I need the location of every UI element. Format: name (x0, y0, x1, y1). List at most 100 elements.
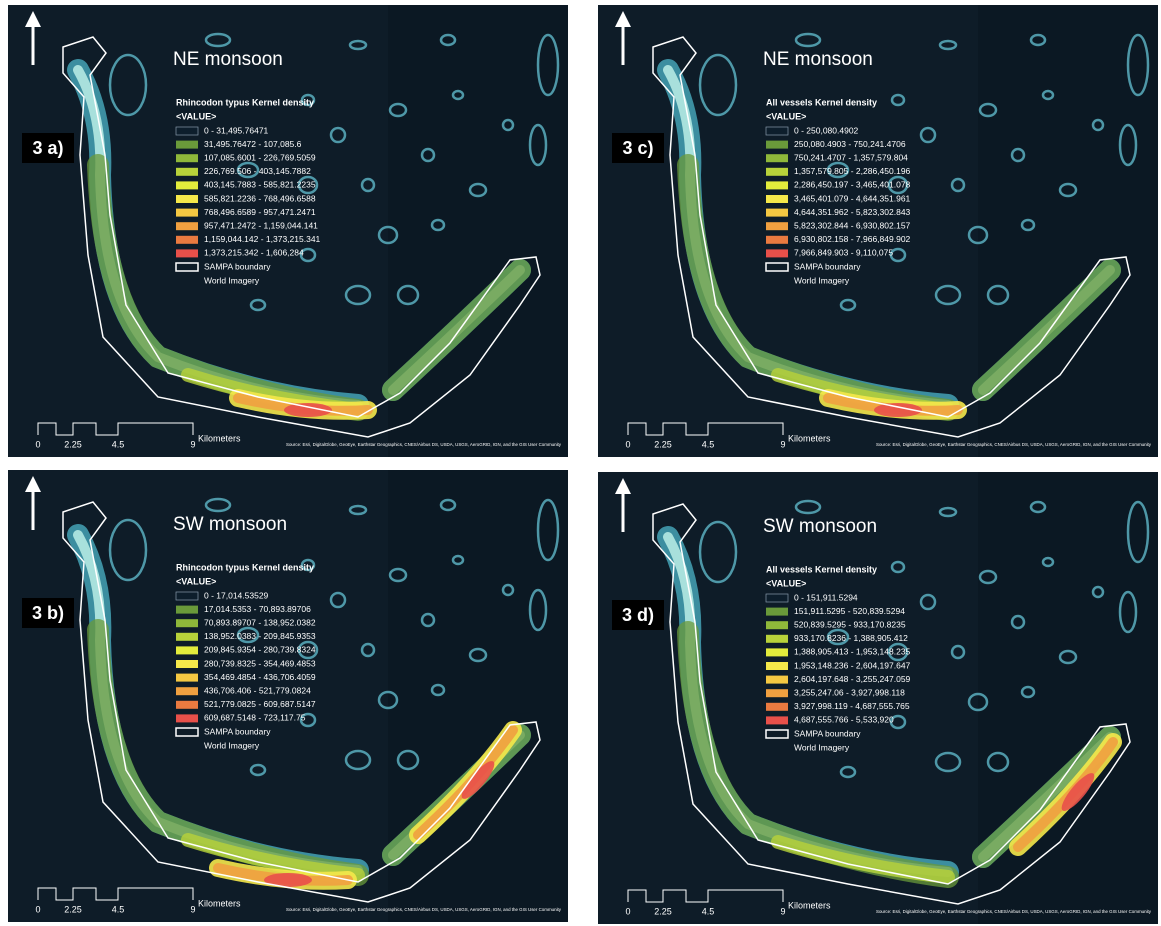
legend-item: 1,953,148.236 - 2,604,197.647 (794, 660, 911, 670)
legend-swatch (766, 127, 788, 135)
legend-swatch (176, 127, 198, 135)
legend-item: 0 - 17,014.53529 (204, 590, 269, 600)
legend-swatch (176, 222, 198, 230)
scale-label: 2.25 (654, 906, 672, 916)
legend-item: 957,471.2472 - 1,159,044.141 (204, 220, 318, 230)
legend-item: World Imagery (204, 275, 260, 285)
scale-label: 0 (35, 439, 40, 449)
attribution: Source: Esri, DigitalGlobe, GeoEye, Eart… (876, 442, 1152, 447)
legend-swatch (766, 716, 788, 724)
legend-item: 138,952.0383 - 209,845.9353 (204, 631, 316, 641)
scale-label: 9 (780, 906, 785, 916)
scale-unit: Kilometers (788, 433, 831, 443)
legend-swatch (176, 646, 198, 654)
legend-swatch (766, 249, 788, 257)
scale-label: 0 (35, 904, 40, 914)
legend-item: 3,927,998.119 - 4,687,555.765 (794, 701, 910, 711)
legend-item: 3,465,401.079 - 4,644,351.961 (794, 193, 911, 203)
legend-item: 1,357,579.805 - 2,286,450.196 (794, 166, 911, 176)
legend-item: 1,159,044.142 - 1,373,215.341 (204, 234, 321, 244)
legend-item: 520,839.5295 - 933,170.8235 (794, 619, 906, 629)
legend-item: 226,769.506 - 403,145.7882 (204, 166, 311, 176)
legend-swatch (766, 141, 788, 149)
legend-swatch (176, 141, 198, 149)
legend-swatch (176, 209, 198, 217)
map-title: NE monsoon (763, 49, 873, 70)
legend-swatch (766, 662, 788, 670)
legend-item: 609,687.5148 - 723,117.75 (204, 713, 306, 723)
legend-swatch (766, 594, 788, 602)
legend-item: 933,170.8236 - 1,388,905.412 (794, 633, 908, 643)
panel-label: 3 a) (32, 138, 63, 158)
scale-label: 4.5 (702, 906, 715, 916)
legend-swatch (176, 660, 198, 668)
legend-item: 4,687,555.766 - 5,533,920 (794, 715, 894, 725)
map-title: NE monsoon (173, 49, 283, 70)
legend-item: SAMPA boundary (204, 726, 271, 736)
legend-item: 0 - 151,911.5294 (794, 592, 858, 602)
legend-item: SAMPA boundary (204, 261, 271, 271)
legend-swatch (766, 195, 788, 203)
attribution: Source: Esri, DigitalGlobe, GeoEye, Eart… (876, 909, 1152, 914)
panel-label: 3 c) (622, 138, 653, 158)
legend-item: 521,779.0825 - 609,687.5147 (204, 699, 316, 709)
legend-item: 209,845.9354 - 280,739.8324 (204, 645, 316, 655)
legend-item: 354,469.4854 - 436,706.4059 (204, 672, 316, 682)
legend-item: 585,821.2236 - 768,496.6588 (204, 193, 316, 203)
legend-item: 436,706.406 - 521,779.0824 (204, 685, 311, 695)
legend-swatch (766, 236, 788, 244)
legend-swatch (766, 621, 788, 629)
legend-item: 280,739.8325 - 354,469.4853 (204, 658, 316, 668)
scale-label: 2.25 (64, 904, 82, 914)
legend-swatch (176, 687, 198, 695)
legend-swatch (176, 249, 198, 257)
legend-item: 768,496.6589 - 957,471.2471 (204, 207, 316, 217)
imagery-deep (978, 5, 1158, 457)
legend-swatch (176, 674, 198, 682)
legend-item: 70,893.89707 - 138,952.0382 (204, 617, 316, 627)
legend-title: All vessels Kernel density (766, 97, 877, 107)
legend-swatch (176, 181, 198, 189)
legend-swatch (766, 676, 788, 684)
imagery-deep (388, 470, 568, 922)
scale-label: 2.25 (64, 439, 82, 449)
scale-label: 9 (780, 439, 785, 449)
legend-swatch (176, 592, 198, 600)
legend-item: 4,644,351.962 - 5,823,302.843 (794, 207, 911, 217)
legend-item: SAMPA boundary (794, 728, 861, 738)
scale-label: 9 (190, 904, 195, 914)
legend-swatch (176, 195, 198, 203)
scale-unit: Kilometers (788, 900, 831, 910)
legend-swatch (766, 222, 788, 230)
legend-item: SAMPA boundary (794, 261, 861, 271)
scale-label: 9 (190, 439, 195, 449)
map-title: SW monsoon (173, 514, 287, 535)
legend-item: World Imagery (794, 742, 850, 752)
imagery-deep (978, 472, 1158, 924)
legend-item: 7,966,849.903 - 9,110,075 (794, 248, 893, 258)
map-title: SW monsoon (763, 516, 877, 537)
legend-swatch (766, 154, 788, 162)
legend-swatch (766, 689, 788, 697)
legend-item: 2,286,450.197 - 3,465,401.078 (794, 180, 911, 190)
legend-swatch (176, 633, 198, 641)
legend-item: 3,255,247.06 - 3,927,998.118 (794, 687, 905, 697)
legend-swatch (176, 714, 198, 722)
legend-field: <VALUE> (766, 111, 806, 121)
page: { "legend_colors": ["#0d1e2c", "#6a9a3a"… (0, 0, 1161, 926)
legend-item: 1,373,215.342 - 1,606,284 (204, 248, 304, 258)
legend-title: Rhincodon typus Kernel density (176, 97, 314, 107)
panel-label: 3 b) (32, 603, 64, 623)
legend-swatch (176, 701, 198, 709)
legend-field: <VALUE> (176, 111, 216, 121)
scale-label: 4.5 (112, 904, 125, 914)
map-panel: NE monsoon 3 c) All vessels Kernel density… (598, 5, 1158, 457)
scale-unit: Kilometers (198, 898, 241, 908)
legend-swatch (176, 154, 198, 162)
legend-item: 0 - 31,495.76471 (204, 125, 269, 135)
legend-swatch (766, 209, 788, 217)
scale-label: 2.25 (654, 439, 672, 449)
legend-swatch (176, 606, 198, 614)
legend-item: 0 - 250,080.4902 (794, 125, 859, 135)
